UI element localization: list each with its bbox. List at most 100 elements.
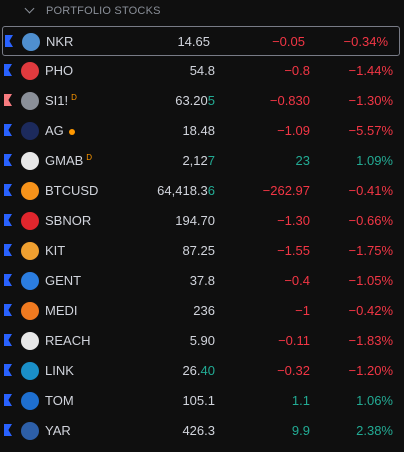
change: −0.05 [272,34,305,49]
flag-marker[interactable] [4,424,12,436]
price-main: 14.65 [177,34,210,49]
symbol-name: YAR [45,423,71,438]
flag-marker[interactable] [4,304,12,316]
price-main: 64,418.3 [157,183,208,198]
section-title: PORTFOLIO STOCKS [46,5,161,17]
symbol-logo [21,152,39,170]
symbol-logo [21,62,39,80]
symbol: YAR [45,423,71,438]
symbol-name: AG [45,123,64,138]
symbol-logo [21,272,39,290]
price: 26.40 [182,363,215,378]
symbol: GENT [45,273,81,288]
price-main: 194.70 [175,213,215,228]
watchlist-row[interactable]: MEDI 236 −1 −0.42% [0,296,404,326]
watchlist-row[interactable]: PHO 54.8 −0.8 −1.44% [0,56,404,86]
symbol-logo [22,33,40,51]
watchlist-row[interactable]: REACH 5.90 −0.11 −1.83% [0,326,404,356]
flag-marker[interactable] [4,394,12,406]
symbol-name: PHO [45,63,74,78]
symbol-logo [21,332,39,350]
change: −0.4 [284,273,310,288]
price-main: 87.25 [182,243,215,258]
price: 63.205 [175,93,215,108]
watchlist-row[interactable]: YAR 426.3 9.9 2.38% [0,416,404,446]
watchlist-row[interactable]: TOM 105.1 1.1 1.06% [0,386,404,416]
change-percent: −5.57% [348,123,393,138]
flag-marker[interactable] [4,214,12,226]
status-dot [68,128,75,135]
symbol-name: REACH [45,333,91,348]
symbol-name: TOM [45,393,74,408]
change-percent: −1.20% [348,363,393,378]
symbol-logo [21,302,39,320]
symbol-logo [21,242,39,260]
flag-marker[interactable] [4,64,12,76]
price: 5.90 [190,333,215,348]
symbol-name: BTCUSD [45,183,99,198]
watchlist-row[interactable]: NKR 14.65 −0.05 −0.34% [2,26,400,56]
price-main: 5.90 [189,333,215,348]
price-main: 54.8 [189,63,215,78]
flag-marker[interactable] [4,274,12,286]
change-percent: −1.44% [348,63,393,78]
flag-marker[interactable] [4,94,12,106]
symbol-logo [21,212,39,230]
change: −0.830 [269,93,310,108]
price-main: 18.48 [182,123,215,138]
symbol-logo [21,92,39,110]
collapse-chevron[interactable] [24,3,35,14]
change-percent: −0.42% [348,303,393,318]
price-tick: 7 [207,153,215,168]
flag-marker[interactable] [4,124,12,136]
symbol: PHO [45,63,73,78]
change-percent: −1.30% [348,93,393,108]
symbol-name: GENT [45,273,82,288]
change: −1.30 [277,213,310,228]
price: 37.8 [190,273,215,288]
change: 1.1 [291,393,310,408]
section-header[interactable]: PORTFOLIO STOCKS [0,0,404,26]
watchlist-row[interactable]: AG 18.48 −1.09 −5.57% [0,116,404,146]
symbol: NKR [46,34,73,49]
change: −0.8 [284,63,310,78]
change-percent: −1.83% [348,333,393,348]
price: 2,127 [182,153,215,168]
flag-marker[interactable] [5,35,13,47]
price-main: 426.3 [182,423,215,438]
flag-marker[interactable] [4,244,12,256]
symbol: SBNOR [45,213,91,228]
symbol-logo [21,182,39,200]
flag-marker[interactable] [4,154,12,166]
symbol-logo [21,122,39,140]
price: 426.3 [182,423,215,438]
symbol-name: LINK [45,363,74,378]
flag-marker[interactable] [4,334,12,346]
watchlist-row[interactable]: SI1! D 63.205 −0.830 −1.30% [0,86,404,116]
price: 194.70 [175,213,215,228]
symbol: GMAB D [45,153,92,168]
change: −1.55 [277,243,310,258]
watchlist-row[interactable]: GMAB D 2,127 23 1.09% [0,146,404,176]
symbol: REACH [45,333,91,348]
symbol-logo [21,422,39,440]
symbol: AG [45,123,75,138]
flag-marker[interactable] [4,184,12,196]
price-tick: 5 [207,93,215,108]
watchlist-row[interactable]: GENT 37.8 −0.4 −1.05% [0,266,404,296]
watchlist-row[interactable]: LINK 26.40 −0.32 −1.20% [0,356,404,386]
symbol: SI1! D [45,93,77,108]
price-main: 236 [193,303,215,318]
watchlist-row[interactable]: KIT 87.25 −1.55 −1.75% [0,236,404,266]
watchlist-row[interactable]: SBNOR 194.70 −1.30 −0.66% [0,206,404,236]
price-main: 105.1 [182,393,215,408]
flag-marker[interactable] [4,364,12,376]
price-main: 2,12 [182,153,208,168]
symbol: LINK [45,363,74,378]
price-main: 63.20 [175,93,208,108]
symbol-logo [21,392,39,410]
watchlist-row[interactable]: BTCUSD 64,418.36 −262.97 −0.41% [0,176,404,206]
symbol-name: SI1! [45,93,69,108]
price: 54.8 [190,63,215,78]
